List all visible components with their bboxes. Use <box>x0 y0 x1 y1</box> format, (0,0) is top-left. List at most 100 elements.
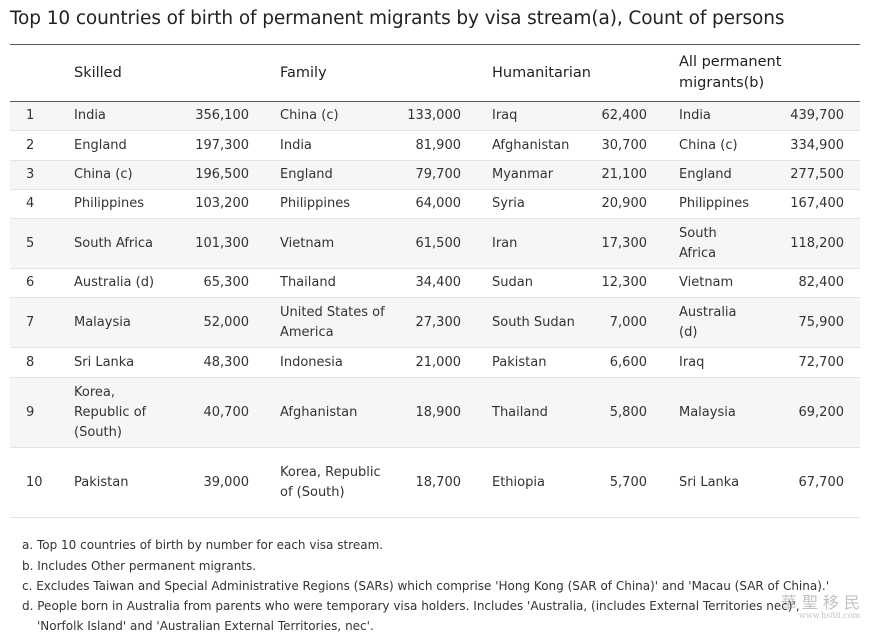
all-count-cell: 167,400 <box>790 196 844 211</box>
humanitarian-country-cell: Pakistan <box>492 354 547 370</box>
footnote-d-continued: 'Norfolk Island' and 'Australian Externa… <box>37 619 374 633</box>
all-count-cell: 334,900 <box>790 137 844 153</box>
table-row: 5 South Africa 101,300 Vietnam 61,500 Iran 17,… <box>10 219 860 269</box>
family-country-cell: India <box>280 137 312 153</box>
family-count-cell: 18,700 <box>415 474 462 490</box>
all-country-cell: India <box>679 108 711 123</box>
table-row: 9 Korea, Republic of (South) 40,700 Afghani… <box>10 378 860 448</box>
all-count-cell: 439,700 <box>790 108 844 123</box>
rank-cell: 8 <box>26 354 35 370</box>
all-count-cell: 277,500 <box>790 167 844 182</box>
rank-cell: 2 <box>26 137 35 153</box>
skilled-count-cell: 196,500 <box>195 167 249 182</box>
family-count-cell: 81,900 <box>415 137 462 153</box>
header-all-permanent: All permanent migrants(b) <box>679 52 781 94</box>
skilled-count-cell: 356,100 <box>195 108 249 123</box>
header-skilled: Skilled <box>74 65 122 81</box>
all-country-cell: Australia (d) <box>679 304 737 340</box>
table-row: 6 Australia (d) 65,300 Thailand 34,400 Sudan 1… <box>10 269 860 298</box>
humanitarian-count-cell: 20,900 <box>601 196 648 211</box>
humanitarian-count-cell: 12,300 <box>601 275 648 290</box>
skilled-count-cell: 65,300 <box>203 275 250 290</box>
skilled-country-cell: Philippines <box>74 196 145 211</box>
rank-cell: 9 <box>26 404 35 420</box>
humanitarian-country-cell: Thailand <box>492 404 548 420</box>
humanitarian-country-cell: Iraq <box>492 108 518 123</box>
skilled-count-cell: 197,300 <box>195 137 249 153</box>
family-country-cell: China (c) <box>280 108 339 123</box>
all-country-cell: China (c) <box>679 137 738 153</box>
table-row: 2 England 197,300 India 81,900 Afghanistan 30,… <box>10 131 860 161</box>
table-row: 3 China (c) 196,500 England 79,700 Myanmar 21,… <box>10 161 860 190</box>
family-country-cell: England <box>280 167 333 182</box>
skilled-country-cell: Pakistan <box>74 474 129 490</box>
footnote-d: d. People born in Australia from parents… <box>22 599 800 613</box>
humanitarian-count-cell: 5,800 <box>609 404 647 420</box>
humanitarian-country-cell: Syria <box>492 196 525 211</box>
skilled-country-cell: China (c) <box>74 167 133 182</box>
family-country-cell: Thailand <box>280 275 336 290</box>
header-rule <box>10 101 860 102</box>
footnote-c: c. Excludes Taiwan and Special Administr… <box>22 579 830 593</box>
family-country-cell: Philippines <box>280 196 351 211</box>
all-count-cell: 72,700 <box>798 354 845 370</box>
table-row: 10 Pakistan 39,000 Korea, Republic of (Sout… <box>10 448 860 518</box>
skilled-country-cell: England <box>74 137 127 153</box>
all-country-cell: Philippines <box>679 196 750 211</box>
all-count-cell: 82,400 <box>798 275 845 290</box>
header-family: Family <box>280 65 327 81</box>
skilled-country-cell: Australia (d) <box>74 275 155 290</box>
top-rule <box>10 44 860 45</box>
table-row: 4 Philippines 103,200 Philippines 64,000 Syri… <box>10 190 860 219</box>
footnote-b: b. Includes Other permanent migrants. <box>22 559 257 573</box>
all-country-cell: Malaysia <box>679 404 736 420</box>
family-count-cell: 64,000 <box>415 196 462 211</box>
all-country-cell: Vietnam <box>679 275 734 290</box>
all-country-cell: England <box>679 167 732 182</box>
family-count-cell: 61,500 <box>415 235 462 251</box>
humanitarian-country-cell: Sudan <box>492 275 533 290</box>
all-count-cell: 69,200 <box>798 404 845 420</box>
rank-cell: 3 <box>26 167 35 182</box>
family-count-cell: 133,000 <box>407 108 461 123</box>
header-humanitarian: Humanitarian <box>492 65 591 81</box>
all-count-cell: 75,900 <box>798 314 845 330</box>
family-count-cell: 34,400 <box>415 275 462 290</box>
table-row: 1 India 356,100 China (c) 133,000 Iraq 62,400 I… <box>10 102 860 131</box>
humanitarian-country-cell: South Sudan <box>492 314 575 330</box>
table-title: Top 10 countries of birth of permanent m… <box>10 8 785 29</box>
watermark-logo: 華 聖 移 民 www.hs88.com <box>770 595 860 625</box>
humanitarian-country-cell: Myanmar <box>492 167 554 182</box>
family-count-cell: 79,700 <box>415 167 462 182</box>
skilled-count-cell: 40,700 <box>203 404 250 420</box>
all-country-cell: Sri Lanka <box>679 474 740 490</box>
skilled-country-cell: India <box>74 108 106 123</box>
skilled-country-cell: Malaysia <box>74 314 131 330</box>
skilled-count-cell: 48,300 <box>203 354 250 370</box>
family-country-cell: Indonesia <box>280 354 343 370</box>
rank-cell: 5 <box>26 235 35 251</box>
humanitarian-country-cell: Ethiopia <box>492 474 545 490</box>
rank-cell: 6 <box>26 275 35 290</box>
skilled-count-cell: 52,000 <box>203 314 250 330</box>
skilled-count-cell: 103,200 <box>195 196 249 211</box>
rank-cell: 4 <box>26 196 35 211</box>
humanitarian-count-cell: 7,000 <box>609 314 647 330</box>
skilled-country-cell: Korea, Republic of (South) <box>74 384 147 440</box>
humanitarian-count-cell: 6,600 <box>609 354 647 370</box>
rank-cell: 7 <box>26 314 35 330</box>
all-country-cell: South Africa <box>679 225 717 261</box>
family-country-cell: Afghanistan <box>280 404 358 420</box>
rank-cell: 10 <box>26 474 43 490</box>
family-count-cell: 18,900 <box>415 404 462 420</box>
table-row: 7 Malaysia 52,000 United States of America 2… <box>10 298 860 348</box>
header-all-line1: All permanent <box>679 54 782 70</box>
header-all-line2: migrants(b) <box>679 75 765 91</box>
family-count-cell: 21,000 <box>415 354 462 370</box>
humanitarian-count-cell: 5,700 <box>609 474 647 490</box>
family-country-cell: United States of America <box>280 304 385 340</box>
skilled-count-cell: 39,000 <box>203 474 250 490</box>
all-count-cell: 67,700 <box>798 474 845 490</box>
footnote-a: a. Top 10 countries of birth by number f… <box>22 538 384 552</box>
all-country-cell: Iraq <box>679 354 705 370</box>
